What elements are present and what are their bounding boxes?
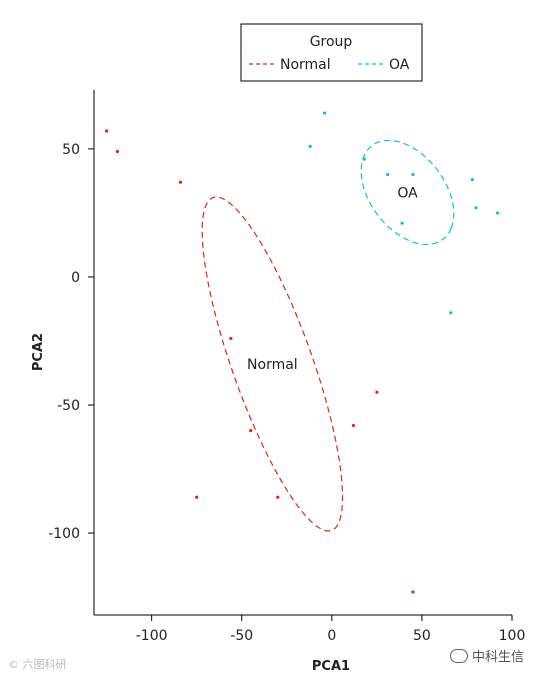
point-normal	[411, 590, 415, 594]
point-oa	[400, 221, 404, 225]
y-tick-label: 50	[62, 142, 80, 158]
x-tick-label: -100	[136, 628, 168, 644]
x-axis-title: PCA1	[312, 659, 350, 674]
legend-title: Group	[310, 34, 353, 50]
point-oa	[470, 178, 474, 182]
point-normal	[115, 149, 120, 154]
point-normal	[375, 390, 379, 394]
point-normal	[351, 423, 356, 428]
x-ticks: -100 -50 0 50 100	[136, 615, 526, 644]
x-tick-label: 0	[327, 628, 336, 644]
point-oa	[386, 172, 390, 177]
y-axis-title: PCA2	[31, 333, 46, 371]
point-oa	[449, 311, 453, 315]
point-oa	[362, 157, 366, 161]
point-normal	[249, 429, 253, 433]
point-normal	[229, 336, 233, 341]
point-oa	[308, 144, 312, 148]
watermark-left: © 六图科研	[8, 658, 67, 671]
legend: Group Normal OA	[240, 23, 423, 82]
point-normal	[178, 180, 183, 184]
point-normal	[276, 495, 280, 499]
legend-entry-normal: Normal	[280, 57, 331, 73]
x-tick-label: 50	[413, 628, 431, 644]
legend-entry-oa: OA	[389, 57, 410, 73]
point-oa	[474, 206, 478, 210]
y-tick-label: -100	[48, 526, 80, 542]
x-tick-label: 100	[499, 628, 526, 644]
group-label-oa: OA	[397, 185, 418, 201]
x-tick-label: -50	[230, 628, 253, 644]
y-tick-label: -50	[57, 398, 80, 414]
ellipse-oa	[360, 139, 455, 246]
ellipse-normal	[201, 196, 344, 532]
watermark-right-text: 中科生信	[471, 650, 524, 665]
point-oa	[495, 211, 500, 215]
legend-box	[240, 23, 423, 82]
group-label-normal: Normal	[247, 357, 298, 373]
point-normal	[105, 129, 109, 133]
point-oa	[323, 111, 327, 115]
y-ticks: 50 0 -50 -100	[48, 142, 94, 542]
plot-area: Normal OA	[105, 111, 500, 594]
watermark-right: 中科生信	[449, 646, 524, 665]
point-oa	[411, 172, 415, 177]
wechat-icon	[449, 648, 468, 663]
point-normal	[195, 495, 199, 499]
y-tick-label: 0	[71, 270, 80, 286]
